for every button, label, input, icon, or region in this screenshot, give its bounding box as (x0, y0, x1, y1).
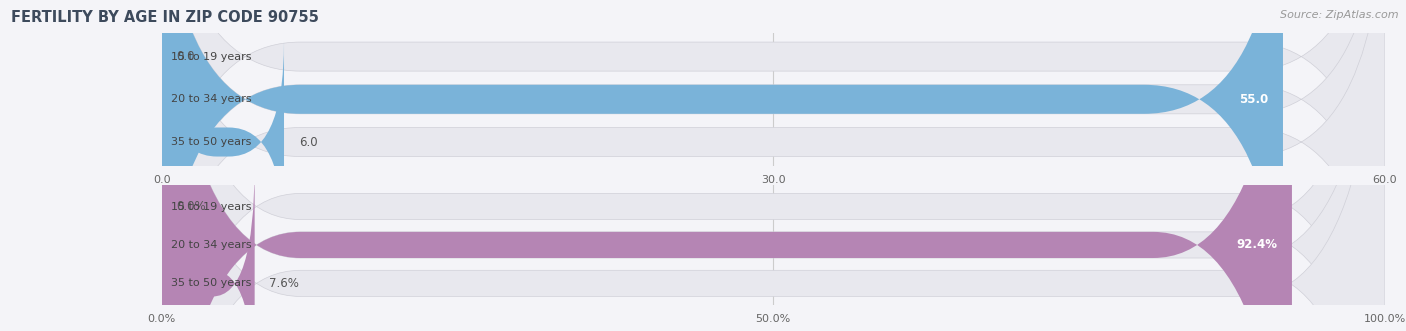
Text: FERTILITY BY AGE IN ZIP CODE 90755: FERTILITY BY AGE IN ZIP CODE 90755 (11, 10, 319, 25)
FancyBboxPatch shape (162, 41, 284, 243)
Text: Source: ZipAtlas.com: Source: ZipAtlas.com (1281, 10, 1399, 20)
FancyBboxPatch shape (162, 0, 1385, 331)
Text: 35 to 50 years: 35 to 50 years (172, 278, 252, 288)
FancyBboxPatch shape (162, 165, 254, 331)
Text: 0.0%: 0.0% (176, 200, 207, 213)
Text: 7.6%: 7.6% (270, 277, 299, 290)
Text: 15 to 19 years: 15 to 19 years (172, 52, 252, 62)
Text: 0.0: 0.0 (176, 50, 195, 63)
Text: 15 to 19 years: 15 to 19 years (172, 202, 252, 212)
FancyBboxPatch shape (162, 0, 1385, 331)
Text: 35 to 50 years: 35 to 50 years (172, 137, 252, 147)
FancyBboxPatch shape (162, 0, 1292, 331)
Text: 20 to 34 years: 20 to 34 years (172, 240, 252, 250)
Text: 92.4%: 92.4% (1236, 238, 1277, 252)
Text: 55.0: 55.0 (1239, 93, 1268, 106)
FancyBboxPatch shape (162, 0, 1385, 331)
FancyBboxPatch shape (162, 0, 1385, 331)
Text: 20 to 34 years: 20 to 34 years (172, 94, 252, 104)
FancyBboxPatch shape (162, 0, 1284, 331)
Text: 6.0: 6.0 (298, 135, 318, 149)
FancyBboxPatch shape (162, 0, 1385, 331)
FancyBboxPatch shape (162, 0, 1385, 331)
